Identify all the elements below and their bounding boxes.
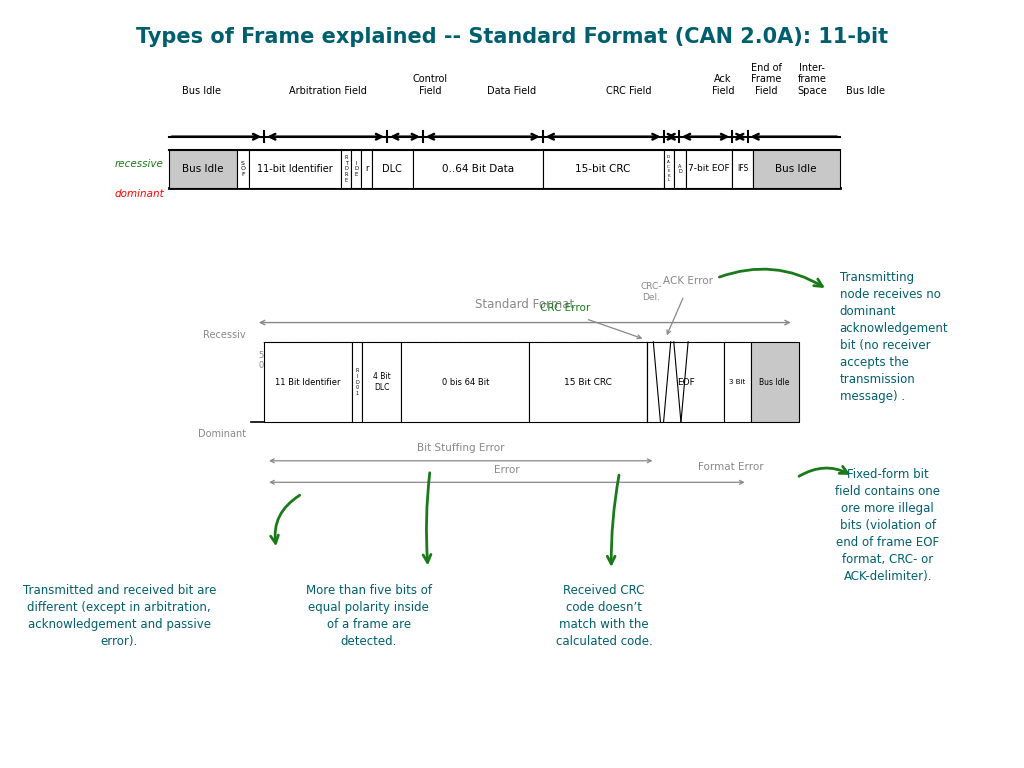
FancyBboxPatch shape <box>664 150 674 188</box>
Text: dominant: dominant <box>114 188 164 199</box>
FancyBboxPatch shape <box>724 342 751 422</box>
Text: R
I
D
0
1: R I D 0 1 <box>355 368 359 396</box>
Text: Transmitting
node receives no
dominant
acknowledgement
bit (no receiver
accepts : Transmitting node receives no dominant a… <box>840 271 948 403</box>
FancyBboxPatch shape <box>732 150 753 188</box>
Text: Received CRC
code doesn’t
match with the
calculated code.: Received CRC code doesn’t match with the… <box>556 584 652 647</box>
FancyBboxPatch shape <box>401 342 529 422</box>
Text: 0..64 Bit Data: 0..64 Bit Data <box>441 164 514 174</box>
Text: 0 bis 64 Bit: 0 bis 64 Bit <box>441 378 489 386</box>
FancyBboxPatch shape <box>647 342 724 422</box>
Text: r: r <box>365 164 369 174</box>
Text: CRC-
Del.: CRC- Del. <box>641 283 662 302</box>
Text: recessive: recessive <box>115 158 164 169</box>
FancyBboxPatch shape <box>753 150 840 188</box>
Text: CRC Error: CRC Error <box>540 303 591 313</box>
Text: Arbitration Field: Arbitration Field <box>289 86 367 96</box>
Text: A
D: A D <box>678 164 682 174</box>
FancyBboxPatch shape <box>372 150 413 188</box>
Text: EOF: EOF <box>677 378 694 386</box>
FancyBboxPatch shape <box>362 342 401 422</box>
FancyBboxPatch shape <box>751 342 799 422</box>
Text: CRC Field: CRC Field <box>606 86 651 96</box>
FancyBboxPatch shape <box>543 150 664 188</box>
FancyBboxPatch shape <box>169 150 237 188</box>
Text: 4 Bit
DLC: 4 Bit DLC <box>373 372 391 392</box>
Text: I
D
E: I D E <box>354 161 358 177</box>
Text: More than five bits of
equal polarity inside
of a frame are
detected.: More than five bits of equal polarity in… <box>305 584 432 647</box>
Text: Standard Format: Standard Format <box>475 298 574 311</box>
Text: 15 Bit CRC: 15 Bit CRC <box>564 378 612 386</box>
FancyBboxPatch shape <box>249 150 341 188</box>
Text: DLC: DLC <box>382 164 402 174</box>
Text: 3 Bit: 3 Bit <box>729 379 745 385</box>
Text: 7-bit EOF: 7-bit EOF <box>688 164 730 174</box>
Text: Error: Error <box>494 465 520 475</box>
FancyBboxPatch shape <box>674 150 686 188</box>
FancyBboxPatch shape <box>529 342 647 422</box>
FancyBboxPatch shape <box>352 342 362 422</box>
Text: IFS: IFS <box>737 164 748 174</box>
Text: Bus Idle: Bus Idle <box>182 164 223 174</box>
Text: D
A
C
E
K
L: D A C E K L <box>667 155 671 183</box>
Text: Fixed-form bit
field contains one
ore more illegal
bits (violation of
end of fra: Fixed-form bit field contains one ore mo… <box>836 468 940 584</box>
Text: R
T
D
R
E: R T D R E <box>344 155 348 183</box>
Text: S
O
F: S O F <box>241 161 245 177</box>
FancyBboxPatch shape <box>341 150 351 188</box>
FancyBboxPatch shape <box>686 150 732 188</box>
Text: ACK Error: ACK Error <box>664 276 713 286</box>
Text: Bit Stuffing Error: Bit Stuffing Error <box>417 443 505 453</box>
Text: Transmitted and received bit are
different (except in arbitration,
acknowledgeme: Transmitted and received bit are differe… <box>23 584 216 647</box>
Text: End of
Frame
Field: End of Frame Field <box>751 63 781 96</box>
Text: Dominant: Dominant <box>198 429 246 439</box>
Text: Bus Idle: Bus Idle <box>182 86 221 96</box>
FancyBboxPatch shape <box>264 342 352 422</box>
FancyBboxPatch shape <box>237 150 249 188</box>
Text: 15-bit CRC: 15-bit CRC <box>575 164 631 174</box>
Text: Control
Field: Control Field <box>413 74 447 96</box>
Text: Types of Frame explained -- Standard Format (CAN 2.0A): 11-bit: Types of Frame explained -- Standard For… <box>136 27 888 47</box>
Text: Recessiv: Recessiv <box>203 330 246 340</box>
FancyBboxPatch shape <box>351 150 361 188</box>
Text: 5
0: 5 0 <box>258 351 264 370</box>
Text: Bus Idle: Bus Idle <box>846 86 885 96</box>
Text: 11-bit Identifier: 11-bit Identifier <box>257 164 333 174</box>
Text: Bus Idle: Bus Idle <box>760 378 790 386</box>
Text: 11 Bit Identifier: 11 Bit Identifier <box>275 378 341 386</box>
FancyBboxPatch shape <box>361 150 372 188</box>
Text: Bus Idle: Bus Idle <box>775 164 817 174</box>
Text: Ack
Field: Ack Field <box>712 74 734 96</box>
Text: Format Error: Format Error <box>698 462 764 472</box>
Text: Data Field: Data Field <box>487 86 537 96</box>
FancyBboxPatch shape <box>413 150 543 188</box>
Text: Inter-
frame
Space: Inter- frame Space <box>797 63 827 96</box>
